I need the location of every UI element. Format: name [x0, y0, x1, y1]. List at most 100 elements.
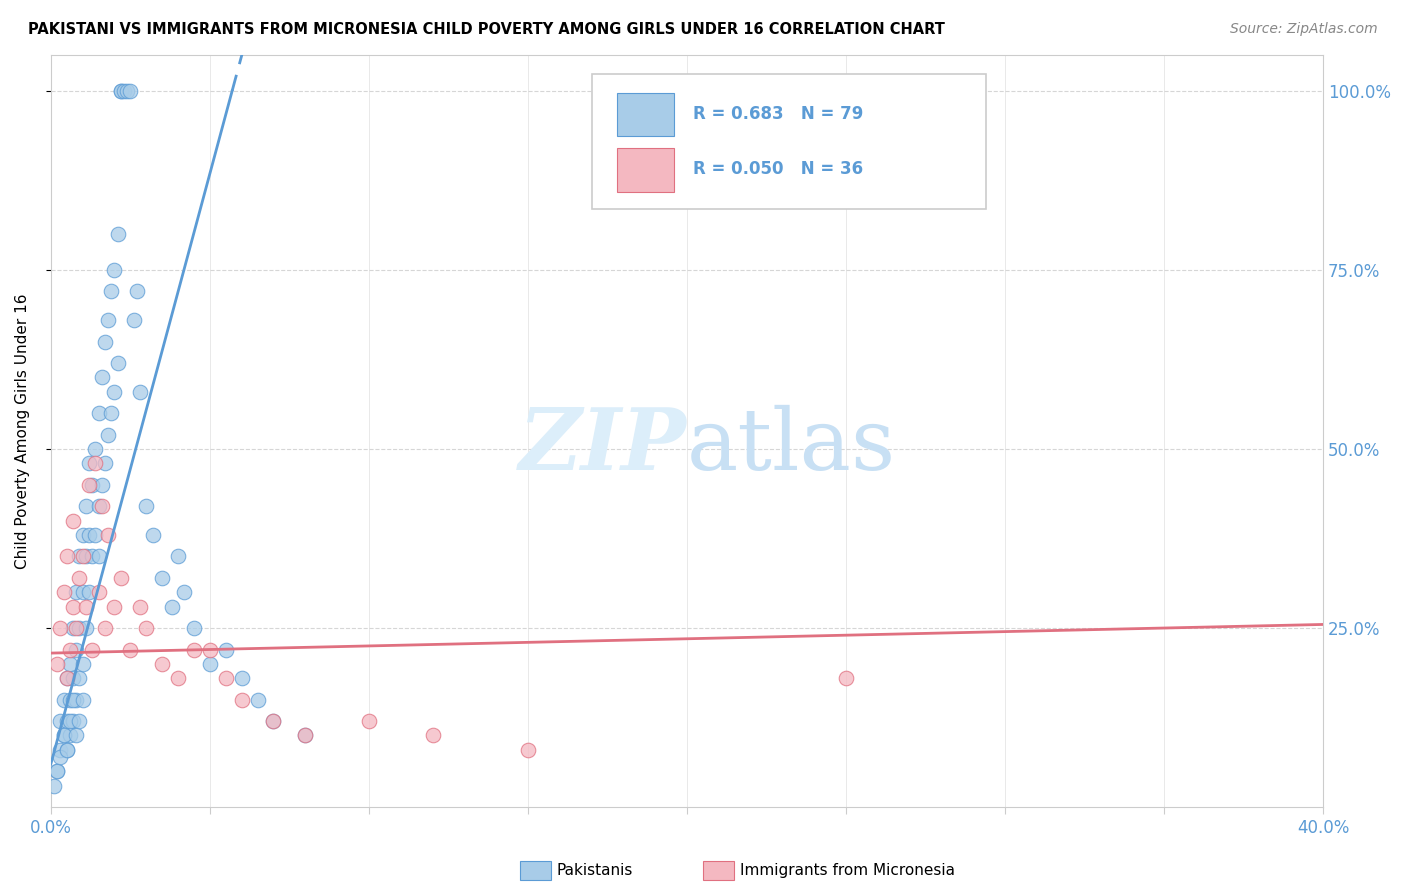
Point — [110, 571, 132, 585]
Point — [90, 478, 112, 492]
Point — [422, 728, 444, 742]
Point — [263, 714, 285, 728]
Text: Pakistanis: Pakistanis — [557, 863, 633, 878]
Point — [135, 500, 157, 514]
Point — [72, 585, 94, 599]
Point — [97, 313, 120, 327]
Point — [55, 714, 77, 728]
Point — [90, 370, 112, 384]
Point — [49, 743, 72, 757]
Point — [59, 728, 82, 742]
Point — [100, 406, 122, 420]
Point — [94, 456, 117, 470]
Point — [128, 599, 150, 614]
Point — [167, 671, 190, 685]
Point — [82, 642, 104, 657]
Point — [94, 621, 117, 635]
Point — [183, 621, 205, 635]
Point — [55, 671, 77, 685]
Point — [62, 692, 84, 706]
Point — [69, 621, 91, 635]
Bar — [617, 148, 675, 192]
Point — [84, 442, 107, 456]
FancyBboxPatch shape — [592, 74, 986, 210]
Point — [150, 657, 173, 671]
Point — [65, 692, 87, 706]
Point — [87, 549, 110, 564]
Point — [49, 714, 72, 728]
Bar — [617, 93, 675, 136]
Point — [72, 657, 94, 671]
Point — [52, 585, 75, 599]
Text: atlas: atlas — [688, 405, 896, 488]
Text: Immigrants from Micronesia: Immigrants from Micronesia — [740, 863, 955, 878]
Point — [46, 764, 69, 779]
Point — [69, 571, 91, 585]
Point — [77, 456, 100, 470]
Point — [103, 263, 125, 277]
Point — [90, 500, 112, 514]
Point — [62, 621, 84, 635]
Point — [55, 549, 77, 564]
Point — [97, 528, 120, 542]
Text: Source: ZipAtlas.com: Source: ZipAtlas.com — [1230, 22, 1378, 37]
Point — [75, 500, 97, 514]
Point — [82, 478, 104, 492]
Point — [516, 743, 538, 757]
Point — [65, 642, 87, 657]
Point — [103, 599, 125, 614]
Point — [107, 356, 129, 370]
Point — [55, 743, 77, 757]
Point — [77, 528, 100, 542]
Point — [62, 714, 84, 728]
Point — [198, 657, 221, 671]
Point — [55, 743, 77, 757]
Point — [82, 549, 104, 564]
Point — [112, 84, 135, 98]
Point — [128, 384, 150, 399]
Point — [59, 692, 82, 706]
Point — [97, 427, 120, 442]
Point — [173, 585, 195, 599]
Point — [77, 585, 100, 599]
Point — [62, 671, 84, 685]
Point — [46, 764, 69, 779]
Point — [59, 714, 82, 728]
Point — [52, 728, 75, 742]
Point — [246, 692, 269, 706]
Point — [87, 585, 110, 599]
Point — [72, 549, 94, 564]
Point — [125, 285, 148, 299]
Point — [150, 571, 173, 585]
Point — [75, 621, 97, 635]
Point — [198, 642, 221, 657]
Point — [135, 621, 157, 635]
Point — [84, 456, 107, 470]
Point — [115, 84, 138, 98]
Point — [72, 692, 94, 706]
Point — [263, 714, 285, 728]
Point — [120, 84, 142, 98]
Point — [69, 671, 91, 685]
Point — [59, 657, 82, 671]
Y-axis label: Child Poverty Among Girls Under 16: Child Poverty Among Girls Under 16 — [15, 293, 30, 569]
Point — [231, 671, 253, 685]
Point — [142, 528, 165, 542]
Point — [100, 285, 122, 299]
Point — [835, 671, 858, 685]
Point — [75, 549, 97, 564]
Point — [357, 714, 380, 728]
Point — [87, 500, 110, 514]
Point — [183, 642, 205, 657]
Point — [167, 549, 190, 564]
Point — [84, 528, 107, 542]
Point — [94, 334, 117, 349]
Text: ZIP: ZIP — [519, 404, 688, 488]
Point — [65, 621, 87, 635]
Point — [87, 406, 110, 420]
Point — [69, 714, 91, 728]
Point — [62, 599, 84, 614]
Point — [72, 528, 94, 542]
Point — [52, 692, 75, 706]
Point — [65, 728, 87, 742]
